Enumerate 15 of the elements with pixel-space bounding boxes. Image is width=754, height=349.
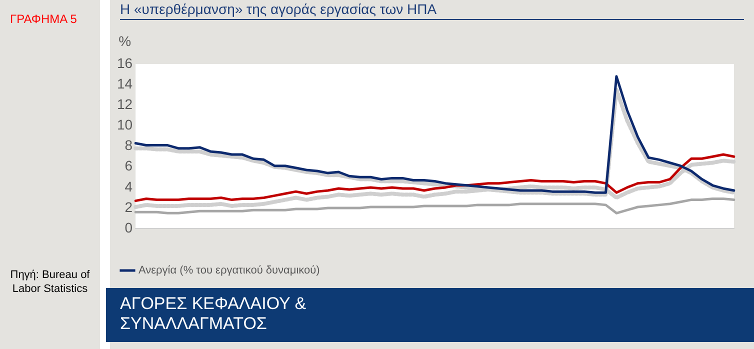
text: ΑΓΟΡΕΣ ΚΕΦΑΛΑΙΟΥ & ΣΥΝΑΛΛΑΓΜΑΤΟΣ [120,294,308,334]
y-tick-label: 4 [124,178,133,194]
y-tick-label: 14 [116,75,133,92]
y-tick-label: 16 [116,54,133,71]
y-tick-label: 10 [116,116,133,133]
text: Πηγή: Bureau of Labor Statistics [9,268,91,296]
y-tick-label: 2 [124,198,133,215]
legend-label: Ανεργία (% του εργατικού δυναμικού) [138,264,320,277]
y-tick-label: 6 [124,158,133,174]
y-axis-title: % [118,32,132,49]
chart-title: Η «υπερθέρμανση» της αγοράς εργασίας των ΗΠΑ [120,1,744,20]
y-tick-label: 8 [124,137,133,154]
text: ΓΡΑΦΗΜΑ 5 [10,12,77,26]
y-tick-label: 12 [116,96,133,112]
y-tick-label: 0 [124,219,133,236]
